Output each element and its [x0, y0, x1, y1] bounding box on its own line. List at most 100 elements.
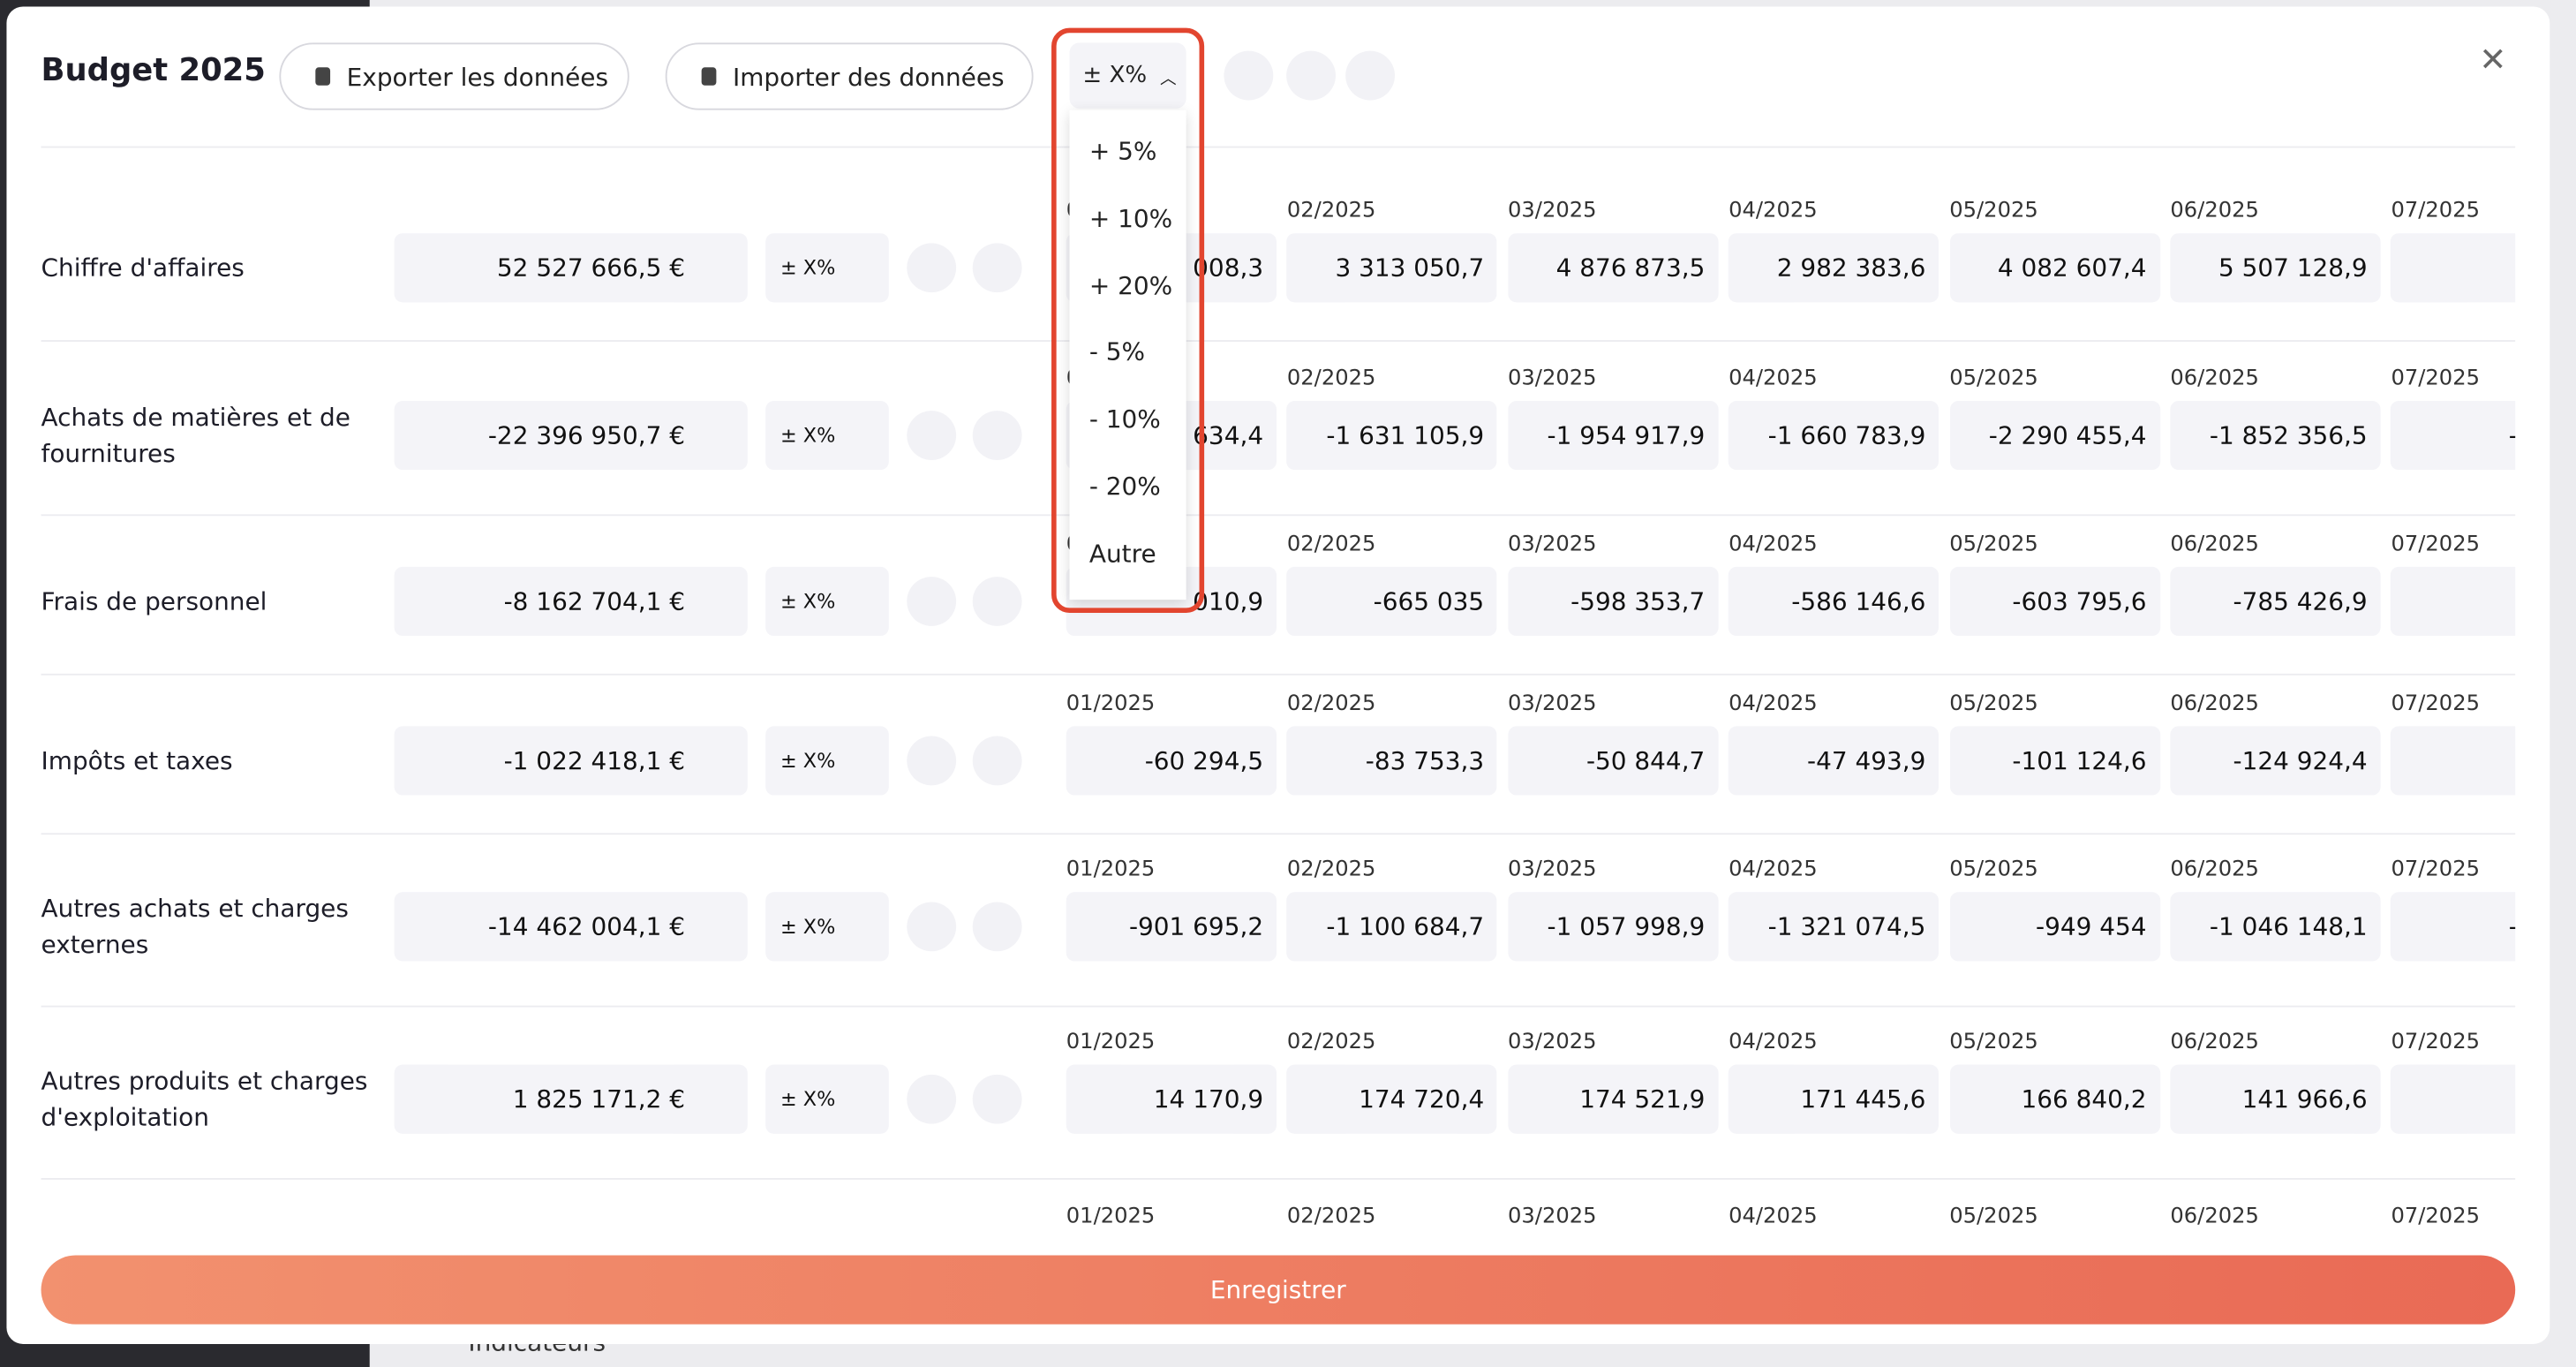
row-total[interactable]: 1 825 171,2 €: [394, 1064, 748, 1134]
month-value[interactable]: 4 082 607,4: [1949, 233, 2160, 303]
month-value[interactable]: -901 695,2: [1066, 892, 1277, 962]
save-button[interactable]: Enregistrer: [41, 1255, 2516, 1325]
row-adjust[interactable]: ± X%: [765, 892, 889, 962]
month-value[interactable]: -83 753,3: [1286, 726, 1498, 796]
spread-button[interactable]: [907, 902, 957, 952]
month-value[interactable]: -47 493,9: [1729, 726, 1940, 796]
menu-option[interactable]: Autre: [1088, 538, 1156, 569]
month-value[interactable]: -1 852 356,5: [2170, 400, 2381, 471]
month-header: 06/2025: [2170, 199, 2259, 224]
month-value[interactable]: 5 507 128,9: [2170, 233, 2381, 303]
redo-button[interactable]: [1345, 50, 1395, 101]
row-adjust[interactable]: ± X%: [765, 1064, 889, 1134]
spread-button[interactable]: [907, 243, 957, 293]
export-button[interactable]: Exporter les données: [279, 42, 629, 110]
month-value[interactable]: -124 924,4: [2170, 726, 2381, 796]
month-value[interactable]: 166 840,2: [1949, 1064, 2160, 1134]
month-header: 05/2025: [1949, 691, 2038, 717]
month-value[interactable]: -2 345: [2391, 400, 2516, 471]
history-button[interactable]: [1224, 50, 1274, 101]
month-header: 06/2025: [2170, 1204, 2259, 1229]
clear-button[interactable]: [972, 1074, 1022, 1124]
separator: [41, 340, 2516, 343]
clear-button[interactable]: [972, 243, 1022, 293]
row-total[interactable]: 52 527 666,5 €: [394, 233, 748, 303]
row-total[interactable]: -22 396 950,7 €: [394, 400, 748, 471]
spread-button[interactable]: [907, 411, 957, 460]
import-button[interactable]: Importer des données: [665, 42, 1034, 110]
menu-option[interactable]: - 5%: [1088, 337, 1146, 367]
row-total[interactable]: -14 462 004,1 €: [394, 892, 748, 962]
row-total[interactable]: -8 162 704,1 €: [394, 566, 748, 637]
month-value[interactable]: -62: [2391, 726, 2516, 796]
clear-button[interactable]: [972, 577, 1022, 626]
row-adjust[interactable]: ± X%: [765, 726, 889, 796]
menu-option[interactable]: + 5%: [1088, 136, 1157, 166]
month-value[interactable]: 3 313 050,7: [1286, 233, 1498, 303]
chevron: ︿: [1160, 70, 1177, 88]
month-value[interactable]: 171 445,6: [1729, 1064, 1940, 1134]
month-header: 05/2025: [1949, 366, 2038, 391]
undo-button[interactable]: [1286, 50, 1336, 101]
separator: [41, 1178, 2516, 1180]
month-value[interactable]: -731: [2391, 566, 2516, 637]
month-value[interactable]: -603 795,6: [1949, 566, 2160, 637]
spread-button[interactable]: [907, 1074, 957, 1124]
month-value[interactable]: -1 321 074,5: [1729, 892, 1940, 962]
month-value[interactable]: -1 100 684,7: [1286, 892, 1498, 962]
month-header: 05/2025: [1949, 1204, 2038, 1229]
close-button[interactable]: ✕: [2479, 39, 2507, 79]
month-value[interactable]: 174 521,9: [1508, 1064, 1719, 1134]
month-value[interactable]: -1 954 917,9: [1508, 400, 1719, 471]
month-value[interactable]: 16: [2391, 1064, 2516, 1134]
menu-option[interactable]: + 20%: [1088, 270, 1173, 300]
percent-menu: + 5% + 10% + 20% - 5% - 10% - 20% Autre: [1069, 110, 1186, 600]
month-header: 05/2025: [1949, 199, 2038, 224]
title: Budget 2025: [41, 52, 266, 89]
percent-button[interactable]: ± X% ︿: [1069, 42, 1186, 109]
row-adjust[interactable]: ± X%: [765, 400, 889, 471]
month-value[interactable]: 174 720,4: [1286, 1064, 1498, 1134]
spread-button[interactable]: [907, 736, 957, 786]
clear-button[interactable]: [972, 411, 1022, 460]
month-value[interactable]: -2 290 455,4: [1949, 400, 2160, 471]
month-value[interactable]: -785 426,9: [2170, 566, 2381, 637]
month-header: 04/2025: [1729, 199, 1818, 224]
month-header: 03/2025: [1508, 532, 1597, 557]
month-value[interactable]: -665 035: [1286, 566, 1498, 637]
row-total[interactable]: -1 022 418,1 €: [394, 726, 748, 796]
month-value[interactable]: -586 146,6: [1729, 566, 1940, 637]
month-value[interactable]: 14 170,9: [1066, 1064, 1277, 1134]
clear-button[interactable]: [972, 736, 1022, 786]
row-adjust[interactable]: ± X%: [765, 566, 889, 637]
menu-option[interactable]: - 20%: [1088, 471, 1161, 502]
month-value[interactable]: -1 242: [2391, 892, 2516, 962]
month-value[interactable]: 4 916: [2391, 233, 2516, 303]
month-header: 04/2025: [1729, 366, 1818, 391]
separator: [41, 146, 2516, 148]
month-value[interactable]: 2 982 383,6: [1729, 233, 1940, 303]
separator: [41, 1005, 2516, 1008]
month-value[interactable]: -949 454: [1949, 892, 2160, 962]
spread-button[interactable]: [907, 577, 957, 626]
month-value[interactable]: -1 631 105,9: [1286, 400, 1498, 471]
menu-option[interactable]: + 10%: [1088, 203, 1173, 233]
month-value[interactable]: -1 057 998,9: [1508, 892, 1719, 962]
month-value[interactable]: 4 876 873,5: [1508, 233, 1719, 303]
month-header: 02/2025: [1286, 366, 1376, 391]
month-value[interactable]: -1 046 148,1: [2170, 892, 2381, 962]
month-value[interactable]: -598 353,7: [1508, 566, 1719, 637]
month-value[interactable]: 141 966,6: [2170, 1064, 2381, 1134]
month-header: 03/2025: [1508, 366, 1597, 391]
row-adjust[interactable]: ± X%: [765, 233, 889, 303]
month-value[interactable]: -1 660 783,9: [1729, 400, 1940, 471]
month-header: 04/2025: [1729, 1204, 1818, 1229]
menu-option[interactable]: - 10%: [1088, 404, 1161, 434]
month-value[interactable]: -50 844,7: [1508, 726, 1719, 796]
month-value[interactable]: -60 294,5: [1066, 726, 1277, 796]
clear-button[interactable]: [972, 902, 1022, 952]
month-header: 02/2025: [1286, 199, 1376, 224]
month-value[interactable]: -101 124,6: [1949, 726, 2160, 796]
